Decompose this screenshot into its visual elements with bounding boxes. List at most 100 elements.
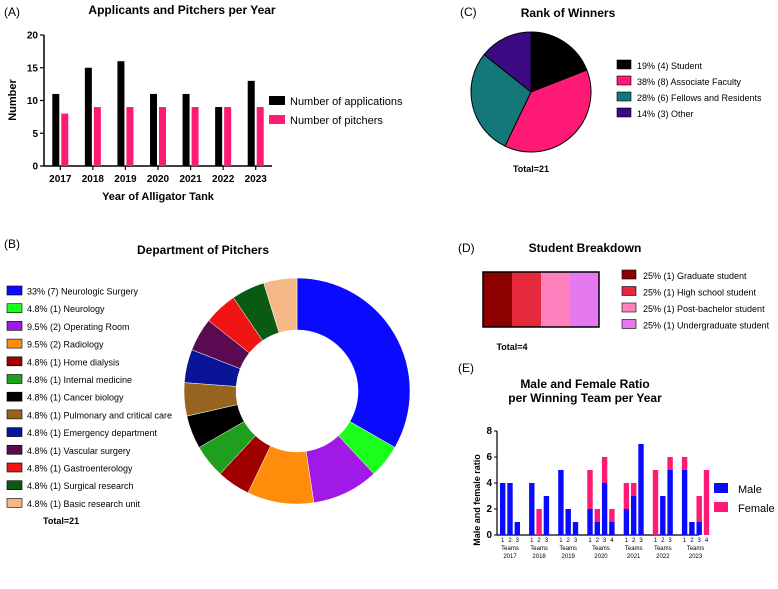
panel-e-bar-male [667, 470, 673, 535]
panel-d-legend-swatch [621, 319, 637, 329]
panel-d-bar-outline [482, 271, 600, 328]
panel-a-chart: 0 5 10 15 20 2017 2018 2019 2020 2021 2022 2023 Numb… [27, 31, 403, 186]
panel-b-title: Department of Pitchers [137, 243, 269, 257]
panel-e-team-label: 4 [610, 538, 614, 544]
panel-e-teams-label: Teams [592, 546, 610, 552]
panel-a-xtick-label: 2018 [82, 174, 105, 185]
panel-a-bar-applications [215, 107, 223, 166]
panel-e-teams-label: Teams [687, 546, 705, 552]
panel-b-legend-swatch [6, 444, 23, 455]
panel-d-total: Total=4 [496, 342, 527, 352]
panel-a-legend-swatch [269, 96, 285, 105]
panel-e-teams-label: Teams [625, 546, 643, 552]
panel-c-chart: 19% (4) Student 38% (8) Associate Faculty… [470, 31, 762, 153]
panel-e-ylabel: Male and female ratio [472, 454, 482, 546]
panel-e-legend-label: Female [738, 503, 775, 515]
panel-d-segment [570, 272, 599, 327]
panel-b-legend-swatch [6, 498, 23, 508]
panel-c-legend-swatch [616, 107, 632, 118]
panel-e-bar-female [631, 483, 637, 496]
panel-e-team-label: 4 [705, 538, 709, 544]
panel-d-legend-swatch [621, 269, 637, 280]
panel-e-ytick-label: 0 [486, 530, 492, 541]
panel-c-slice [483, 31, 532, 94]
panel-b-label: (B) [4, 237, 20, 251]
panel-d-segment [512, 272, 541, 327]
panel-a-bar-applications [52, 93, 60, 166]
panel-e-ytick-label: 8 [486, 426, 492, 437]
panel-a-bar-pitchers [159, 107, 166, 166]
panel-e-bar-male [601, 483, 608, 535]
panel-d-legend-swatch [621, 286, 637, 296]
panel-b-legend-swatch [6, 303, 23, 314]
panel-e-bar-male [529, 483, 535, 535]
panel-e-bar-male [689, 522, 695, 535]
panel-e-bar-female [594, 509, 600, 522]
panel-e-bar-male [594, 522, 600, 535]
panel-b-legend-swatch [6, 427, 23, 437]
panel-e-team-label: 3 [639, 538, 643, 544]
panel-e-ytick-label: 4 [486, 478, 492, 489]
panel-a-legend-swatch [269, 115, 285, 124]
panel-e-team-label: 1 [683, 538, 687, 544]
panel-e-year-label: 2018 [532, 554, 546, 560]
panel-a-ytick-label: 0 [32, 162, 38, 173]
panel-e-bar-male [507, 483, 513, 535]
panel-c-total: Total=21 [513, 164, 549, 174]
panel-e-bar-female [536, 509, 542, 535]
panel-e-bar-male [572, 522, 579, 535]
panel-a-xtick-label: 2022 [212, 174, 235, 185]
panel-a-bar-applications [150, 93, 157, 166]
panel-e-bar-female [703, 470, 710, 535]
panel-c-slice [504, 69, 592, 153]
panel-c-legend-swatch [616, 75, 632, 86]
panel-b-legend-label: 4.8% (1) Pulmonary and critical care [27, 410, 172, 420]
panel-e-title-2: per Winning Team per Year [508, 391, 662, 405]
panel-a-ytick-label: 15 [27, 63, 39, 74]
panel-a-legend-label: Number of applications [290, 96, 403, 108]
panel-e-team-label: 2 [567, 538, 571, 544]
panel-e-year-label: 2020 [594, 554, 608, 560]
panel-e-legend-label: Male [738, 484, 762, 496]
panel-c-title: Rank of Winners [521, 6, 616, 20]
panel-e-year-label: 2023 [689, 554, 703, 560]
panel-e-bar-male [543, 496, 550, 535]
panel-e-team-label: 1 [501, 538, 505, 544]
panel-d-segment [541, 272, 570, 327]
panel-e-team-label: 2 [508, 538, 512, 544]
panel-d-legend-label: 25% (1) High school student [643, 288, 757, 298]
panel-b-slice [296, 277, 411, 448]
panel-a-bar-pitchers [93, 107, 101, 166]
panel-b-legend-label: 4.8% (1) Basic research unit [27, 499, 141, 509]
panel-e-team-label: 1 [654, 538, 658, 544]
panel-e-bar-female [681, 457, 688, 470]
panel-c-legend-swatch [616, 91, 632, 102]
panel-d-chart: 25% (1) Graduate student 25% (1) High sch… [482, 269, 770, 331]
panel-a-xtick-label: 2020 [147, 174, 170, 185]
panel-a-xtick-label: 2021 [179, 174, 202, 185]
panel-c-legend-label: 38% (8) Associate Faculty [637, 77, 742, 87]
panel-c-legend-label: 19% (4) Student [637, 61, 703, 71]
panel-a-bar-applications [247, 80, 255, 166]
panel-b-legend-label: 4.8% (1) Home dialysis [27, 357, 120, 367]
panel-b-legend-swatch [6, 462, 23, 473]
panel-e-bar-male [500, 483, 506, 535]
panel-b-legend-label: 4.8% (1) Neurology [27, 304, 105, 314]
panel-b-legend-swatch [6, 374, 23, 384]
panel-e-year-label: 2017 [503, 554, 517, 560]
panel-d-title: Student Breakdown [529, 241, 642, 255]
panel-e-legend-swatch-female [714, 502, 728, 512]
panel-e-team-label: 2 [632, 538, 636, 544]
panel-a-bar-pitchers [256, 107, 264, 166]
panel-a-bar-pitchers [61, 113, 69, 166]
panel-e-bar-female [667, 457, 673, 470]
panel-e-team-label: 2 [596, 538, 600, 544]
panel-e-team-label: 1 [588, 538, 592, 544]
panel-e-team-label: 3 [603, 538, 607, 544]
panel-a-bar-pitchers [126, 107, 134, 166]
panel-e-bar-male [609, 522, 615, 535]
panel-e-bar-male [565, 509, 571, 535]
panel-e-bar-female [652, 470, 659, 535]
panel-a-title: Applicants and Pitchers per Year [88, 3, 276, 17]
panel-b-legend-swatch [6, 338, 23, 349]
